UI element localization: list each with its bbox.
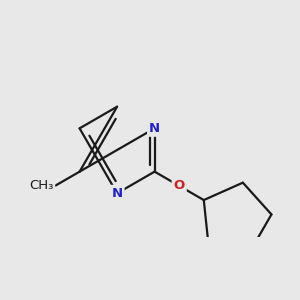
Text: O: O	[174, 179, 185, 192]
Text: N: N	[112, 187, 123, 200]
Text: N: N	[149, 122, 160, 135]
Text: CH₃: CH₃	[29, 179, 54, 192]
